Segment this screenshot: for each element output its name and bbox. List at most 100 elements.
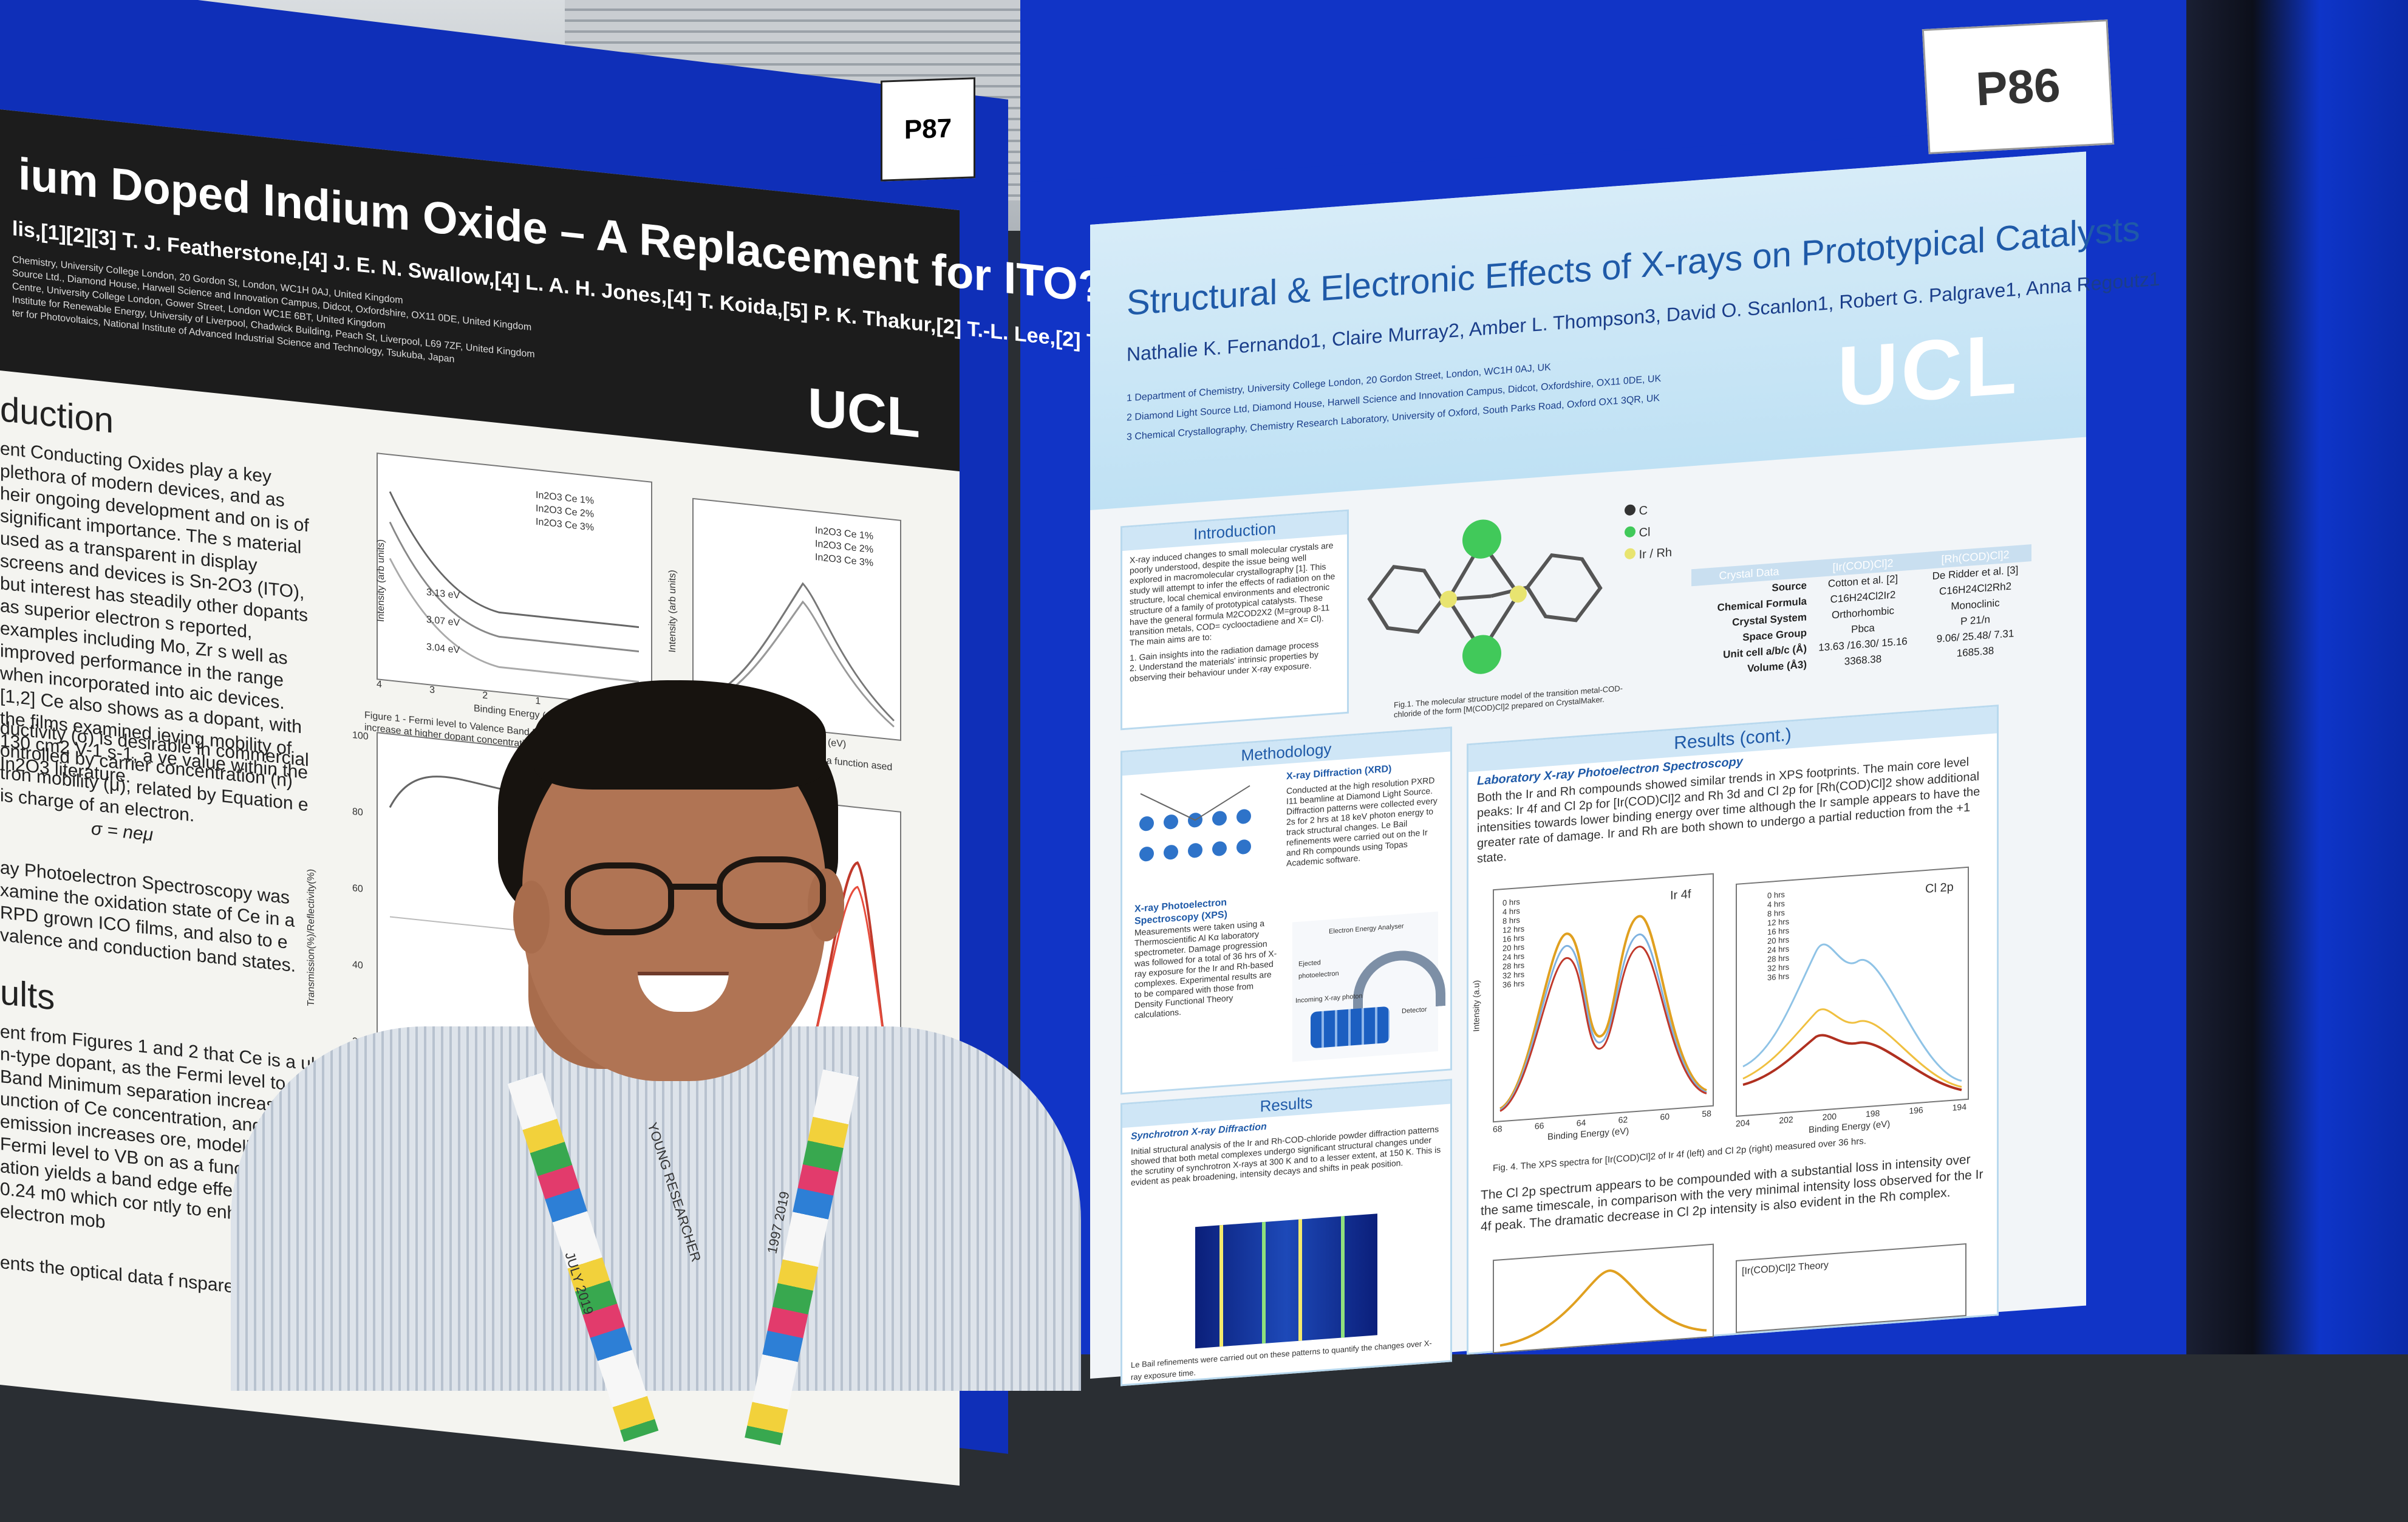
intro-box: Introduction X-ray induced changes to sm… <box>1120 509 1349 731</box>
ir4f-curve-late <box>1499 915 1707 1110</box>
plot1-ylabel: Intensity (arb units) <box>376 539 387 623</box>
xrd-diagram-svg <box>1139 785 1251 862</box>
xrd-diagram <box>1134 778 1274 879</box>
cl2p-tick: 198 <box>1865 1108 1880 1119</box>
cl2p-tick: 204 <box>1736 1118 1750 1128</box>
ir4f-tick: 66 <box>1534 1121 1544 1131</box>
cl2p-tick: 194 <box>1952 1102 1966 1113</box>
cl2p-tick: 196 <box>1909 1105 1923 1116</box>
plot1-tick: 1 <box>535 695 541 707</box>
left-intro-heading: duction <box>0 389 114 441</box>
legend-metal: Ir / Rh <box>1625 542 1672 567</box>
curve-ce3 <box>389 558 639 683</box>
left-plot-fermi-svg <box>389 491 639 683</box>
molecule-diagram <box>1357 496 1612 697</box>
diagram-label-ejected: Ejected photoelectron <box>1298 959 1339 980</box>
person-hair-top <box>534 680 826 790</box>
left-plot-red-svg <box>796 861 895 1098</box>
theory-label: [Ir(COD)Cl]2 Theory <box>1742 1260 1829 1277</box>
xps-plot-cl2p-svg <box>1742 943 1962 1091</box>
results-cont-box: Results (cont.) Laboratory X-ray Photoel… <box>1467 705 1999 1355</box>
p87-badge: P87 <box>881 77 975 182</box>
diffraction-line <box>1262 1221 1266 1344</box>
ir4f-curve-mid <box>1499 946 1707 1112</box>
ir4f-ylabel: Intensity (a.u) <box>1471 980 1481 1032</box>
cl2p-tick: 202 <box>1779 1114 1793 1125</box>
diffraction-line <box>1341 1216 1345 1338</box>
person-ear-left <box>513 881 550 954</box>
transmission-curve <box>389 776 640 808</box>
metal-atom <box>1510 585 1527 603</box>
xps-plot-bottom <box>1493 1243 1714 1354</box>
chlorine-atom <box>1462 635 1501 674</box>
bottom-curve <box>1499 1269 1707 1347</box>
glasses-left-lens <box>565 862 674 935</box>
xps-plot-cl2p: 0 hrs 4 hrs 8 hrs 12 hrs 16 hrs 20 hrs 2… <box>1736 866 1969 1117</box>
plot3-tick: 80 <box>352 806 363 818</box>
plot2-legend: In2O3 Ce 1% In2O3 Ce 2% In2O3 Ce 3% <box>815 524 873 570</box>
ir4f-legend: 0 hrs 4 hrs 8 hrs 12 hrs 16 hrs 20 hrs 2… <box>1502 896 1524 989</box>
molecule-svg <box>1367 519 1603 674</box>
intro-text: X-ray induced changes to small molecular… <box>1130 540 1335 648</box>
xps-text: Measurements were taken using a Thermosc… <box>1134 918 1277 1020</box>
xps-plot-ir4f: 0 hrs 4 hrs 8 hrs 12 hrs 16 hrs 20 hrs 2… <box>1493 873 1714 1123</box>
diffraction-heatmap <box>1195 1213 1377 1349</box>
curve-ce2 <box>389 521 639 653</box>
cl2p-tick: 200 <box>1822 1111 1837 1122</box>
ir4f-tick: 58 <box>1702 1108 1711 1119</box>
diffraction-line <box>1298 1219 1302 1341</box>
plot1-legend: In2O3 Ce 1% In2O3 Ce 2% In2O3 Ce 3% <box>536 489 594 535</box>
methodology-box: Methodology X-ray Diffraction (XRD) Cond… <box>1120 726 1452 1095</box>
molecule-legend: C Cl Ir / Rh <box>1625 498 1672 567</box>
ucl-logo-right: UCL <box>1837 315 2019 425</box>
crystal-data-table: Crystal Data [Ir(COD)Cl]2 [Rh(COD)Cl]2 S… <box>1691 544 2031 681</box>
glasses-bridge <box>668 884 717 890</box>
metal-atom <box>1440 590 1457 608</box>
legend-item: 36 hrs <box>1502 978 1525 990</box>
plot1-tick: 2 <box>482 690 488 701</box>
plot3-ylabel: Transmission(%)/Reflectivity(%) <box>306 868 317 1007</box>
right-poster-affiliations: 1 Department of Chemistry, University Co… <box>1127 362 1662 443</box>
sample-shape <box>1311 1006 1390 1049</box>
ir4f-curve-early <box>1499 933 1707 1111</box>
p86-badge: P86 <box>1922 19 2115 154</box>
analyser-shape <box>1353 947 1445 1013</box>
ir4f-label: Ir 4f <box>1670 887 1691 903</box>
plot2-ylabel: Intensity (arb units) <box>667 569 678 654</box>
plot3-tick: 100 <box>352 729 369 742</box>
red-peak-2 <box>796 886 895 1091</box>
plot3-tick: 40 <box>352 959 363 971</box>
right-board-frame <box>2186 0 2408 1354</box>
xps-plot-bottom-svg <box>1499 1269 1707 1347</box>
plot1-tick: 4 <box>377 679 382 691</box>
results-bottom-text: Le Bail refinements were carried out on … <box>1131 1338 1432 1382</box>
xps-diagram: Electron Energy Analyser Ejected photoel… <box>1292 911 1445 1062</box>
legend-chlorine-label: Cl <box>1639 525 1651 540</box>
curve-ce1 <box>389 491 639 629</box>
legend-carbon: C <box>1625 498 1672 524</box>
xrd-text: Conducted at the high resolution PXRD I1… <box>1286 775 1438 868</box>
theory-box: [Ir(COD)Cl]2 Theory <box>1736 1243 1966 1333</box>
chlorine-atom <box>1462 519 1501 559</box>
ir4f-tick: 64 <box>1576 1118 1586 1128</box>
diagram-label-analyser: Electron Energy Analyser <box>1329 923 1404 936</box>
ucl-logo: UCL <box>808 377 920 450</box>
plot3-tick: 60 <box>352 882 363 895</box>
left-xps-text: ay Photoelectron Spectroscopy was xamine… <box>0 858 296 977</box>
ir4f-tick: 68 <box>1493 1124 1502 1135</box>
ir4f-tick: 60 <box>1660 1111 1670 1122</box>
cl2p-curve-mid <box>1742 1008 1962 1088</box>
xps-plot-ir4f-svg <box>1499 915 1707 1112</box>
emission-curve-1 <box>699 582 895 722</box>
metal-dot <box>1625 548 1635 560</box>
left-plot-fermi: In2O3 Ce 1% In2O3 Ce 2% In2O3 Ce 3% 3.13… <box>377 452 652 709</box>
carbon-dot <box>1625 504 1635 516</box>
results-box: Results Synchrotron X-ray Diffraction In… <box>1120 1079 1452 1387</box>
left-results-heading: ults <box>0 972 55 1018</box>
diagram-label-detector: Detector <box>1402 1006 1427 1015</box>
chlorine-dot <box>1625 526 1635 538</box>
legend-metal-label: Ir / Rh <box>1639 545 1673 562</box>
left-plot-red <box>790 799 901 1118</box>
legend-carbon-label: C <box>1639 503 1648 518</box>
cl2p-legend: 0 hrs 4 hrs 8 hrs 12 hrs 16 hrs 20 hrs 2… <box>1767 889 1789 982</box>
